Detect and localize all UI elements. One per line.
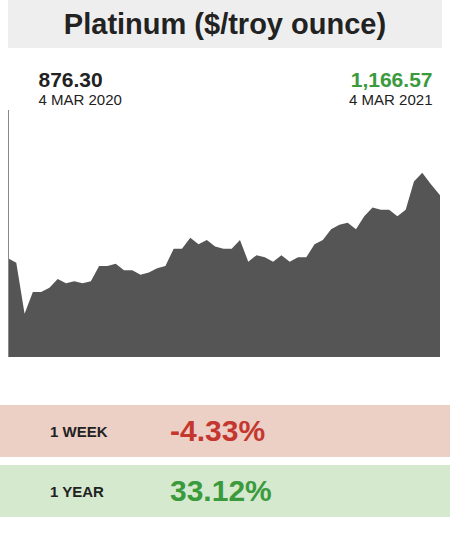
html-text:1 WEEK: 1 WEEK — [50, 422, 108, 440]
svg-text:4 MAR 2021: 4 MAR 2021 — [349, 91, 432, 108]
html-text:-4.33%: -4.33% — [170, 414, 266, 447]
html-text:Platinum ($/troy ounce): Platinum ($/troy ounce) — [63, 8, 387, 40]
svg-text:4 MAR 2020: 4 MAR 2020 — [39, 91, 122, 108]
svg-text:876.30: 876.30 — [39, 68, 103, 91]
svg-text:1,166.57: 1,166.57 — [351, 68, 433, 91]
html-text:1 YEAR: 1 YEAR — [50, 482, 104, 500]
html-text:33.12%: 33.12% — [170, 474, 272, 507]
